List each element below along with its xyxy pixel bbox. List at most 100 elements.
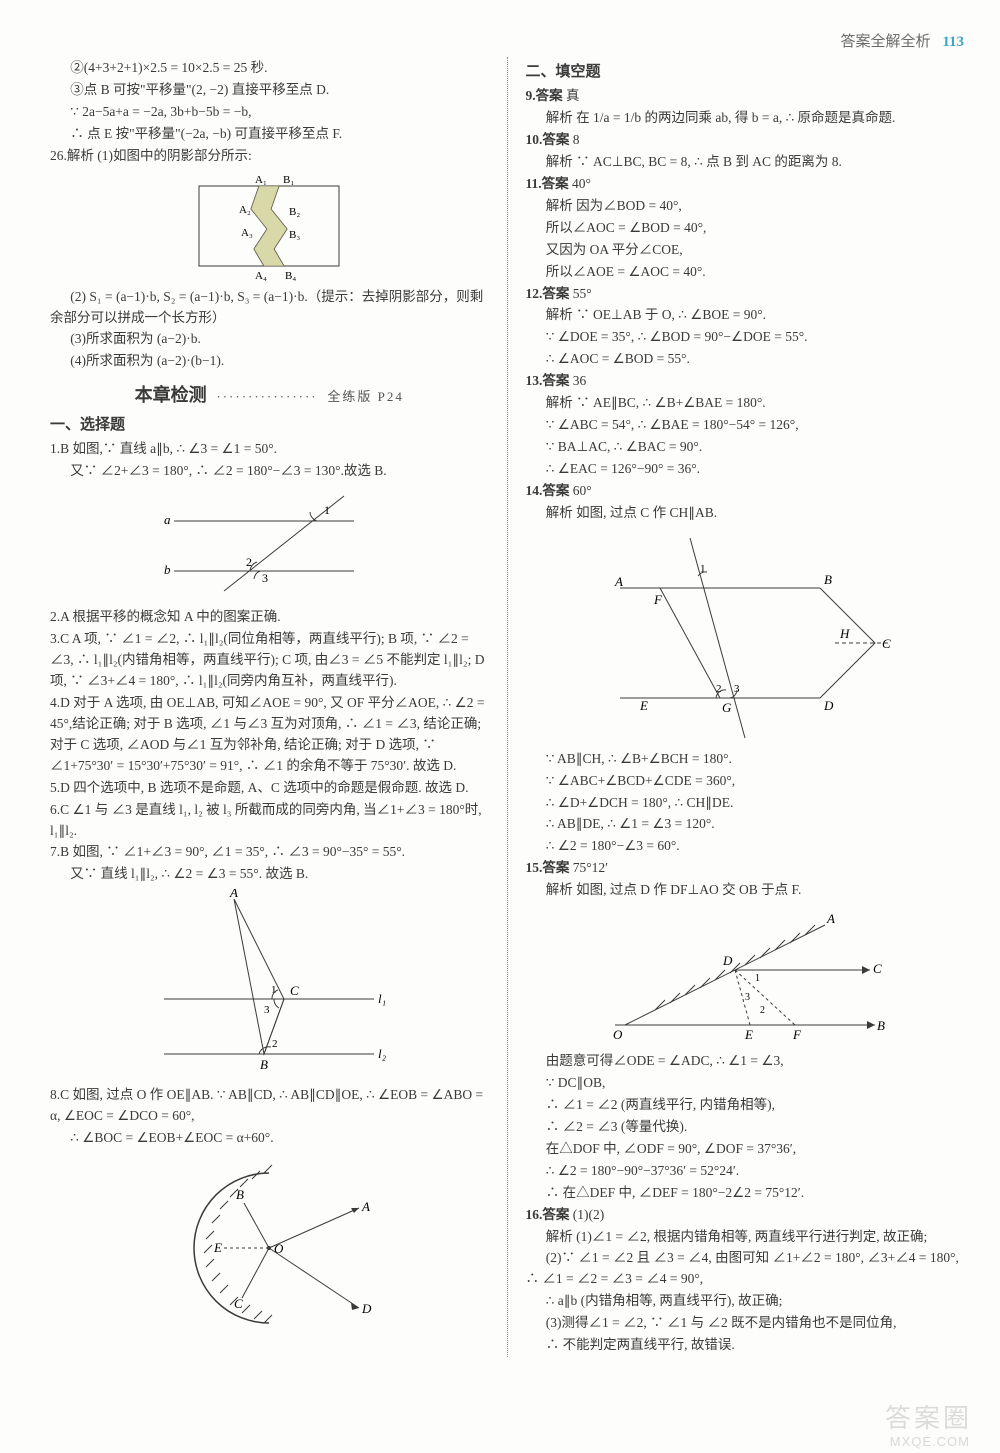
text-line: 解析 如图, 过点 C 作 CH∥AB. xyxy=(526,503,965,524)
left-column: ②(4+3+2+1)×2.5 = 10×2.5 = 25 秒. ③点 B 可按"… xyxy=(50,57,489,1357)
answer-line: 14.答案 60° xyxy=(526,481,965,502)
svg-text:C: C xyxy=(234,1296,243,1311)
answer-line: 16.答案 (1)(2) xyxy=(526,1205,965,1226)
svg-text:B₁: B₁ xyxy=(283,174,294,186)
svg-text:E: E xyxy=(213,1240,222,1255)
svg-text:E: E xyxy=(639,698,648,713)
header-title: 答案全解全析 xyxy=(841,34,931,50)
answer-line: 12.答案 55° xyxy=(526,284,965,305)
section-title: 一、选择题 xyxy=(50,414,489,437)
svg-text:1: 1 xyxy=(755,973,760,984)
watermark-text: 答案圈 xyxy=(885,1398,972,1435)
svg-text:H: H xyxy=(839,626,850,641)
watermark-url: MXQE.COM xyxy=(890,1434,970,1449)
text-line: 在△DOF 中, ∠ODF = 90°, ∠DOF = 37°36′, xyxy=(526,1139,965,1160)
text-line: ∴ 不能判定两直线平行, 故错误. xyxy=(526,1335,965,1356)
text-line: (3)测得∠1 = ∠2, ∵ ∠1 与 ∠2 既不是内错角也不是同位角, xyxy=(526,1313,965,1334)
text-line: 8.C 如图, 过点 O 作 OE∥AB. ∵ AB∥CD, ∴ AB∥CD∥O… xyxy=(50,1085,489,1127)
text-line: ∵ 2a−5a+a = −2a, 3b+b−5b = −b, xyxy=(50,102,489,123)
svg-text:C: C xyxy=(290,983,299,998)
right-column: 二、填空题 9.答案 真 解析 在 1/a = 1/b 的两边同乘 ab, 得 … xyxy=(526,57,965,1357)
two-columns: ②(4+3+2+1)×2.5 = 10×2.5 = 25 秒. ③点 B 可按"… xyxy=(50,57,964,1357)
text-line: ∴ ∠BOC = ∠EOB+∠EOC = α+60°. xyxy=(50,1128,489,1149)
svg-text:A: A xyxy=(826,911,835,926)
svg-text:A₂: A₂ xyxy=(239,204,251,216)
answer-line: 9.答案 真 xyxy=(526,86,965,107)
svg-text:a: a xyxy=(164,512,171,527)
text-line: (2)∵ ∠1 = ∠2 且 ∠3 = ∠4, 由图可知 ∠1+∠2 = 180… xyxy=(526,1248,965,1290)
text-line: (4)所求面积为 (a−2)·(b−1). xyxy=(50,351,489,372)
text-line: ③点 B 可按"平移量"(2, −2) 直接平移至点 D. xyxy=(50,80,489,101)
svg-text:O: O xyxy=(613,1027,623,1042)
chapter-label: 本章检测 xyxy=(135,385,207,405)
text-line: 2.A 根据平移的概念知 A 中的图案正确. xyxy=(50,607,489,628)
text-line: 3.C A 项, ∵ ∠1 = ∠2, ∴ l₁∥l₂(同位角相等，两直线平行)… xyxy=(50,629,489,692)
text-line: ∵ AB∥CH, ∴ ∠B+∠BCH = 180°. xyxy=(526,749,965,770)
svg-text:3: 3 xyxy=(262,571,268,585)
figure-q8: A D E O B C xyxy=(164,1153,374,1343)
text-line: ∵ ∠DOE = 35°, ∴ ∠BOD = 90°−∠DOE = 55°. xyxy=(526,327,965,348)
svg-text:B₃: B₃ xyxy=(289,229,300,241)
text-line: 解析 因为∠BOD = 40°, xyxy=(526,196,965,217)
text-line: 又∵ ∠2+∠3 = 180°, ∴ ∠2 = 180°−∠3 = 130°.故… xyxy=(50,461,489,482)
text-line: 解析 ∵ OE⊥AB 于 O, ∴ ∠BOE = 90°. xyxy=(526,305,965,326)
text-line: ②(4+3+2+1)×2.5 = 10×2.5 = 25 秒. xyxy=(50,58,489,79)
svg-text:3: 3 xyxy=(264,1004,270,1016)
text-line: ∴ a∥b (内错角相等, 两直线平行), 故正确; xyxy=(526,1291,965,1312)
page-number: 113 xyxy=(942,34,964,50)
text-line: ∴ 点 E 按"平移量"(−2a, −b) 可直接平移至点 F. xyxy=(50,124,489,145)
text-line: 又∵ 直线 l₁∥l₂, ∴ ∠2 = ∠3 = 55°. 故选 B. xyxy=(50,864,489,885)
svg-text:B: B xyxy=(824,572,832,587)
answer-line: 10.答案 8 xyxy=(526,130,965,151)
text-line: 解析 ∵ AC⊥BC, BC = 8, ∴ 点 B 到 AC 的距离为 8. xyxy=(526,152,965,173)
text-line: 解析 (1)∠1 = ∠2, 根据内错角相等, 两直线平行进行判定, 故正确; xyxy=(526,1227,965,1248)
svg-text:C: C xyxy=(882,636,891,651)
svg-text:D: D xyxy=(823,698,834,713)
chapter-ref: 全练版 P24 xyxy=(327,389,403,404)
answer-line: 11.答案 40° xyxy=(526,174,965,195)
text-line: 6.C ∠1 与 ∠3 是直线 l₁, l₂ 被 l₃ 所截而成的同旁内角, 当… xyxy=(50,800,489,842)
text-line: (2) S₁ = (a−1)·b, S₂ = (a−1)·b, S₃ = (a−… xyxy=(50,287,489,329)
figure-q15: O A B C D E F 1 2 3 xyxy=(595,905,895,1045)
page: 答案全解全析 113 ②(4+3+2+1)×2.5 = 10×2.5 = 25 … xyxy=(0,0,1000,1453)
text-line: 所以∠AOC = ∠BOD = 40°, xyxy=(526,218,965,239)
answer-line: 15.答案 75°12′ xyxy=(526,858,965,879)
text-line: 由题意可得∠ODE = ∠ADC, ∴ ∠1 = ∠3, xyxy=(526,1051,965,1072)
svg-text:2: 2 xyxy=(272,1038,278,1050)
svg-text:E: E xyxy=(744,1027,753,1042)
svg-text:B₄: B₄ xyxy=(285,270,296,281)
svg-text:A₃: A₃ xyxy=(241,227,253,239)
svg-text:C: C xyxy=(873,961,882,976)
chapter-title: 本章检测 ················ 全练版 P24 xyxy=(50,382,489,410)
svg-text:G: G xyxy=(722,700,732,715)
text-line: 又因为 OA 平分∠COE, xyxy=(526,240,965,261)
text-line: 解析 ∵ AE∥BC, ∴ ∠B+∠BAE = 180°. xyxy=(526,393,965,414)
figure-q1: a b 1 2 3 xyxy=(154,486,384,601)
text-line: ∵ DC∥OB, xyxy=(526,1073,965,1094)
text-line: ∵ BA⊥AC, ∴ ∠BAC = 90°. xyxy=(526,437,965,458)
svg-text:B: B xyxy=(260,1057,268,1072)
svg-text:B: B xyxy=(877,1018,885,1033)
text-line: 解析 在 1/a = 1/b 的两边同乘 ab, 得 b = a, ∴ 原命题是… xyxy=(526,108,965,129)
figure-26: A₁B₁ A₂B₂ A₃B₃ A₄B₄ xyxy=(189,171,349,281)
column-divider xyxy=(507,57,508,1357)
text-line: ∴ ∠1 = ∠2 (两直线平行, 内错角相等), xyxy=(526,1095,965,1116)
text-line: 所以∠AOE = ∠AOC = 40°. xyxy=(526,262,965,283)
text-line: ∴ ∠2 = ∠3 (等量代换). xyxy=(526,1117,965,1138)
svg-text:A: A xyxy=(614,574,623,589)
page-header: 答案全解全析 113 xyxy=(50,30,964,51)
svg-text:D: D xyxy=(361,1301,372,1316)
svg-text:3: 3 xyxy=(745,992,750,1003)
svg-text:3: 3 xyxy=(734,683,740,695)
text-line: 5.D 四个选项中, B 选项不是命题, A、C 选项中的命题是假命题. 故选 … xyxy=(50,778,489,799)
text-line: ∴ AB∥DE, ∴ ∠1 = ∠3 = 120°. xyxy=(526,814,965,835)
svg-text:D: D xyxy=(722,953,733,968)
text-line: ∴ ∠AOC = ∠BOD = 55°. xyxy=(526,349,965,370)
text-line: ∴ 在△DEF 中, ∠DEF = 180°−2∠2 = 75°12′. xyxy=(526,1183,965,1204)
section-title: 二、填空题 xyxy=(526,61,965,84)
text-line: ∵ ∠ABC+∠BCD+∠CDE = 360°, xyxy=(526,771,965,792)
svg-text:l₁: l₁ xyxy=(378,991,386,1006)
svg-text:2: 2 xyxy=(760,1005,765,1016)
svg-text:A: A xyxy=(229,889,238,900)
svg-text:B₂: B₂ xyxy=(289,206,300,218)
